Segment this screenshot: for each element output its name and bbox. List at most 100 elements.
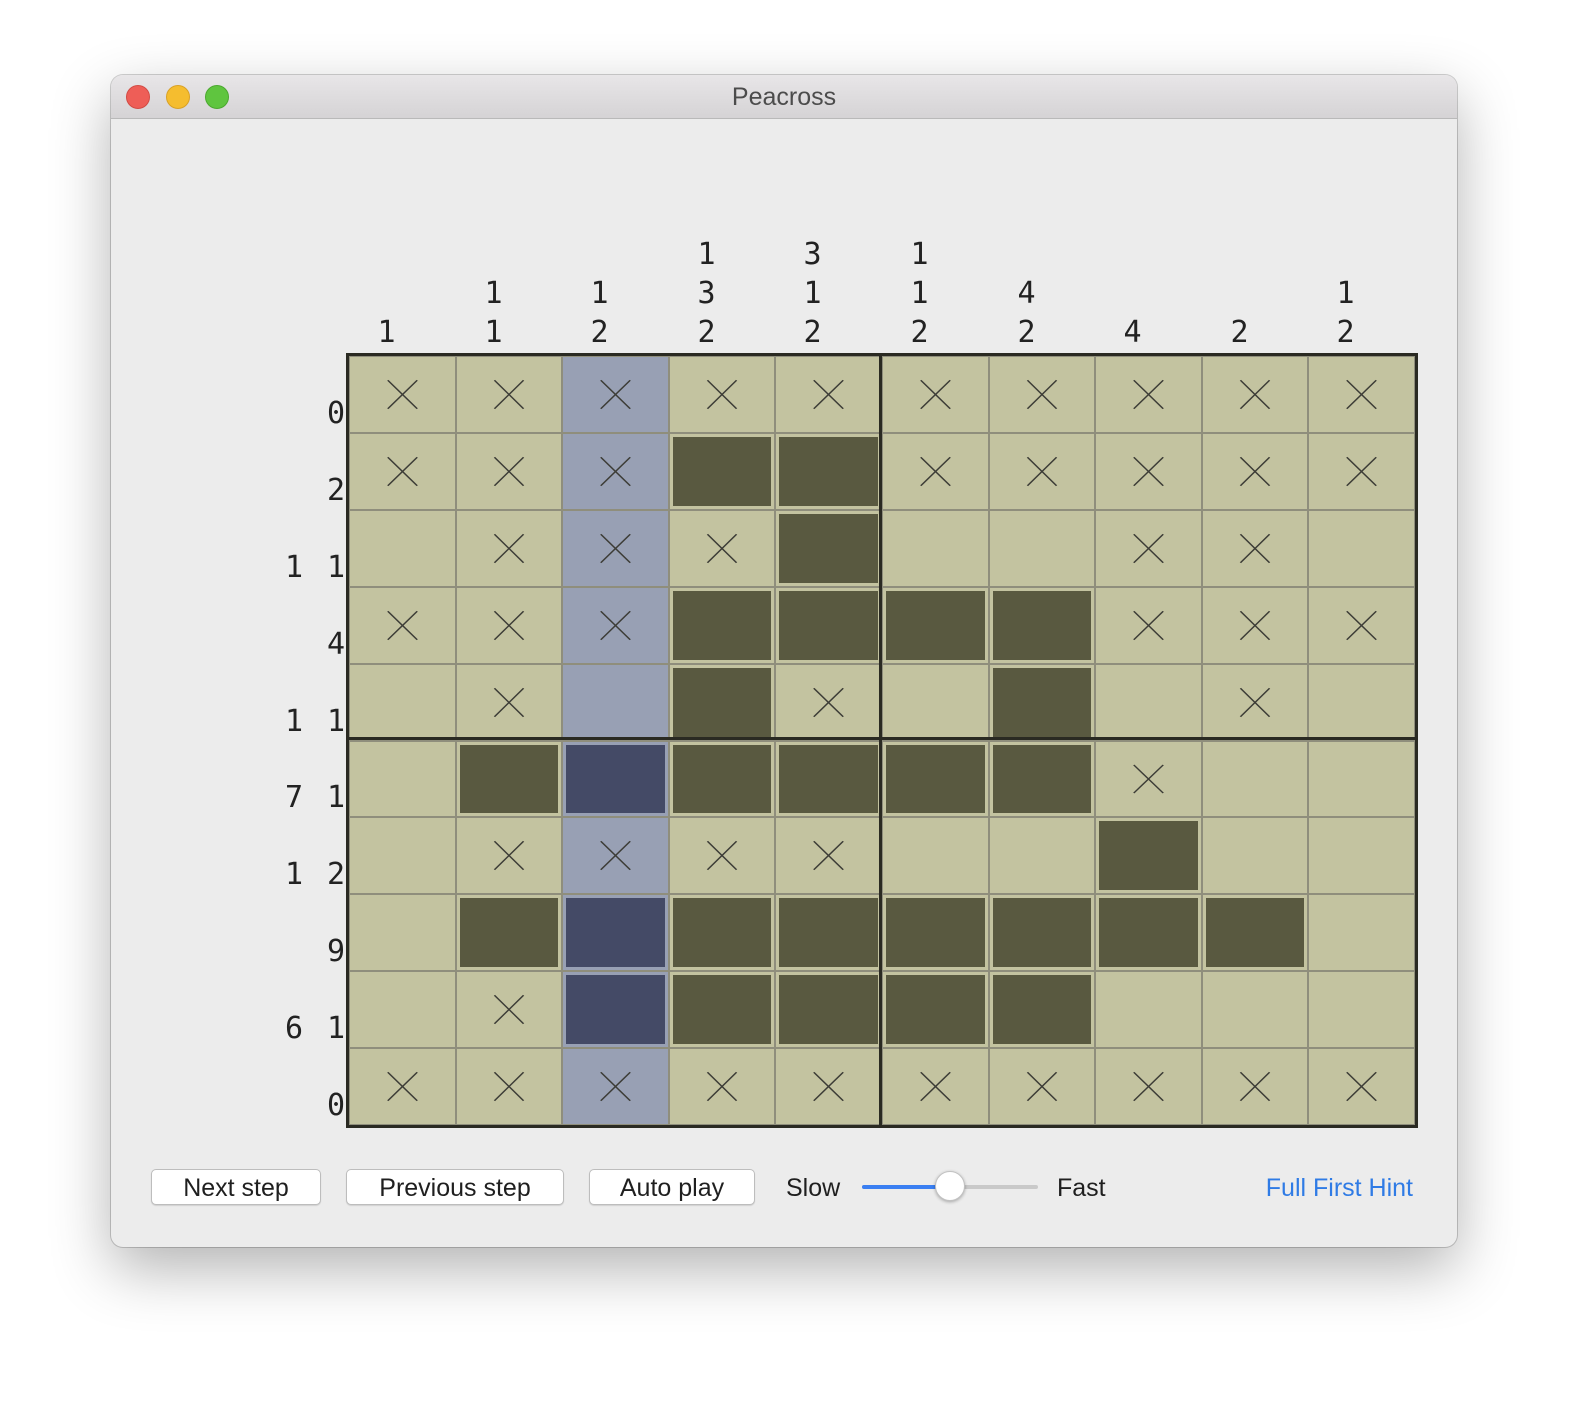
speed-slider-thumb[interactable] (935, 1171, 965, 1201)
grid-cell-filled[interactable] (670, 665, 774, 740)
speed-slider[interactable] (862, 1171, 1038, 1201)
grid-cell-crossed[interactable] (670, 818, 774, 893)
grid-cell-filled[interactable] (670, 895, 774, 970)
grid-cell-filled[interactable] (776, 434, 881, 509)
grid-cell-filled[interactable] (883, 742, 988, 816)
grid-cell-crossed[interactable] (990, 357, 1094, 432)
full-first-hint-link[interactable]: Full First Hint (1265, 1174, 1413, 1202)
grid-cell-empty[interactable] (883, 665, 988, 740)
grid-cell-crossed[interactable] (1096, 588, 1201, 663)
minimize-window-button[interactable] (166, 85, 190, 109)
grid-cell-crossed[interactable] (563, 588, 668, 663)
grid-cell-crossed[interactable] (457, 1049, 561, 1124)
grid-cell-crossed[interactable] (1309, 1049, 1414, 1124)
grid-cell-empty[interactable] (1203, 818, 1307, 893)
grid-cell-filled[interactable] (776, 588, 881, 663)
grid-cell-filled[interactable] (670, 434, 774, 509)
grid-cell-crossed[interactable] (776, 1049, 881, 1124)
grid-cell-empty[interactable] (563, 665, 668, 740)
grid-cell-filled[interactable] (457, 895, 561, 970)
grid-cell-crossed[interactable] (457, 588, 561, 663)
grid-cell-empty[interactable] (883, 511, 988, 586)
grid-cell-filled[interactable] (776, 511, 881, 586)
grid-cell-crossed[interactable] (883, 357, 988, 432)
grid-cell-crossed[interactable] (1096, 357, 1201, 432)
grid-cell-filled[interactable] (776, 742, 881, 816)
grid-cell-filled[interactable] (990, 895, 1094, 970)
grid-cell-crossed[interactable] (350, 434, 455, 509)
grid-cell-empty[interactable] (350, 665, 455, 740)
grid-cell-crossed[interactable] (457, 511, 561, 586)
grid-cell-crossed[interactable] (563, 511, 668, 586)
grid-cell-filled[interactable] (883, 588, 988, 663)
grid-cell-filled[interactable] (563, 742, 668, 816)
grid-cell-empty[interactable] (1096, 665, 1201, 740)
grid-cell-filled[interactable] (990, 588, 1094, 663)
grid-cell-empty[interactable] (1309, 511, 1414, 586)
grid-cell-crossed[interactable] (457, 818, 561, 893)
grid-cell-crossed[interactable] (1096, 434, 1201, 509)
grid-cell-crossed[interactable] (457, 357, 561, 432)
grid-cell-crossed[interactable] (563, 357, 668, 432)
grid-cell-filled[interactable] (563, 895, 668, 970)
grid-cell-crossed[interactable] (350, 1049, 455, 1124)
grid-cell-crossed[interactable] (457, 434, 561, 509)
grid-cell-crossed[interactable] (1203, 357, 1307, 432)
grid-cell-crossed[interactable] (990, 1049, 1094, 1124)
grid-cell-crossed[interactable] (1309, 357, 1414, 432)
grid-cell-empty[interactable] (1096, 972, 1201, 1047)
grid-cell-crossed[interactable] (350, 588, 455, 663)
grid-cell-empty[interactable] (1203, 742, 1307, 816)
grid-cell-filled[interactable] (776, 895, 881, 970)
grid-cell-empty[interactable] (990, 818, 1094, 893)
grid-cell-crossed[interactable] (457, 972, 561, 1047)
grid-cell-empty[interactable] (350, 818, 455, 893)
grid-cell-empty[interactable] (1309, 818, 1414, 893)
grid-cell-crossed[interactable] (670, 1049, 774, 1124)
grid-cell-filled[interactable] (670, 742, 774, 816)
grid-cell-filled[interactable] (1096, 818, 1201, 893)
grid-cell-crossed[interactable] (1203, 1049, 1307, 1124)
grid-cell-crossed[interactable] (776, 357, 881, 432)
grid-cell-crossed[interactable] (1203, 665, 1307, 740)
next-step-button[interactable]: Next step (151, 1169, 321, 1205)
grid-cell-crossed[interactable] (1096, 1049, 1201, 1124)
grid-cell-empty[interactable] (990, 511, 1094, 586)
grid-cell-filled[interactable] (1203, 895, 1307, 970)
grid-cell-crossed[interactable] (776, 665, 881, 740)
grid-cell-crossed[interactable] (670, 357, 774, 432)
grid-cell-crossed[interactable] (1203, 434, 1307, 509)
grid-cell-filled[interactable] (1096, 895, 1201, 970)
grid-cell-crossed[interactable] (457, 665, 561, 740)
grid-cell-filled[interactable] (883, 972, 988, 1047)
grid-cell-crossed[interactable] (563, 434, 668, 509)
grid-cell-empty[interactable] (1309, 972, 1414, 1047)
grid-cell-empty[interactable] (883, 818, 988, 893)
grid-cell-crossed[interactable] (883, 434, 988, 509)
grid-cell-crossed[interactable] (883, 1049, 988, 1124)
grid-cell-empty[interactable] (350, 511, 455, 586)
grid-cell-filled[interactable] (990, 665, 1094, 740)
grid-cell-empty[interactable] (1309, 895, 1414, 970)
grid-cell-crossed[interactable] (1203, 588, 1307, 663)
grid-cell-crossed[interactable] (776, 818, 881, 893)
grid-cell-empty[interactable] (1309, 665, 1414, 740)
grid-cell-crossed[interactable] (350, 357, 455, 432)
grid-cell-filled[interactable] (990, 972, 1094, 1047)
grid-cell-empty[interactable] (350, 742, 455, 816)
auto-play-button[interactable]: Auto play (589, 1169, 755, 1205)
grid-cell-crossed[interactable] (1096, 511, 1201, 586)
grid-cell-filled[interactable] (563, 972, 668, 1047)
grid-cell-empty[interactable] (1203, 972, 1307, 1047)
grid-cell-filled[interactable] (670, 588, 774, 663)
grid-cell-crossed[interactable] (1309, 588, 1414, 663)
grid-cell-filled[interactable] (990, 742, 1094, 816)
grid-cell-empty[interactable] (350, 972, 455, 1047)
grid-cell-crossed[interactable] (1096, 742, 1201, 816)
grid-cell-crossed[interactable] (1309, 434, 1414, 509)
grid-cell-empty[interactable] (350, 895, 455, 970)
grid-cell-crossed[interactable] (1203, 511, 1307, 586)
previous-step-button[interactable]: Previous step (346, 1169, 564, 1205)
grid-cell-empty[interactable] (1309, 742, 1414, 816)
grid-cell-crossed[interactable] (563, 818, 668, 893)
